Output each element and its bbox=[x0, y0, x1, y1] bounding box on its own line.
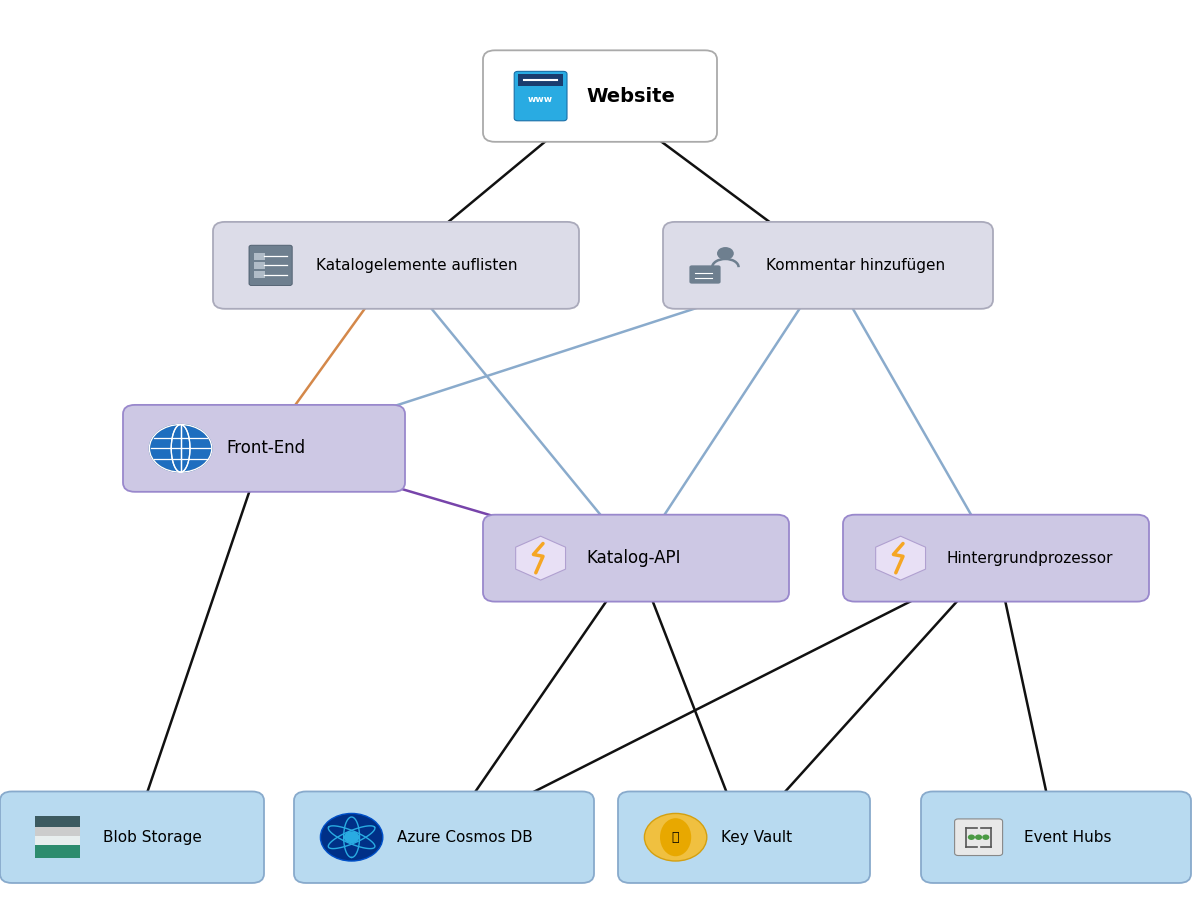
Bar bbox=[35, 827, 80, 836]
Circle shape bbox=[343, 831, 360, 844]
FancyBboxPatch shape bbox=[689, 265, 720, 284]
Circle shape bbox=[644, 813, 707, 861]
Text: Front-End: Front-End bbox=[226, 439, 305, 458]
Text: Blob Storage: Blob Storage bbox=[103, 830, 202, 845]
Text: Katalog-API: Katalog-API bbox=[587, 549, 680, 567]
Bar bbox=[35, 836, 80, 845]
Polygon shape bbox=[516, 536, 565, 580]
FancyBboxPatch shape bbox=[124, 404, 406, 492]
Ellipse shape bbox=[660, 818, 691, 856]
FancyBboxPatch shape bbox=[842, 514, 1150, 602]
Circle shape bbox=[982, 834, 989, 840]
Bar bbox=[254, 253, 264, 260]
FancyBboxPatch shape bbox=[250, 245, 293, 285]
Bar bbox=[35, 845, 80, 858]
Text: 🔑: 🔑 bbox=[672, 831, 679, 844]
Circle shape bbox=[320, 813, 383, 861]
Circle shape bbox=[967, 834, 974, 840]
Text: Katalogelemente auflisten: Katalogelemente auflisten bbox=[317, 258, 517, 273]
Text: Event Hubs: Event Hubs bbox=[1024, 830, 1111, 845]
FancyBboxPatch shape bbox=[214, 222, 580, 309]
Bar bbox=[254, 262, 264, 269]
FancyBboxPatch shape bbox=[514, 71, 566, 121]
Text: Azure Cosmos DB: Azure Cosmos DB bbox=[397, 830, 533, 845]
FancyBboxPatch shape bbox=[0, 791, 264, 883]
Bar bbox=[518, 74, 564, 86]
FancyBboxPatch shape bbox=[955, 819, 1003, 856]
FancyBboxPatch shape bbox=[662, 222, 994, 309]
Text: Kommentar hinzufügen: Kommentar hinzufügen bbox=[766, 258, 946, 273]
Text: Website: Website bbox=[586, 87, 676, 105]
FancyBboxPatch shape bbox=[484, 514, 790, 602]
Polygon shape bbox=[876, 536, 925, 580]
FancyBboxPatch shape bbox=[618, 791, 870, 883]
Text: www: www bbox=[528, 95, 553, 104]
FancyBboxPatch shape bbox=[922, 791, 1190, 883]
Text: Hintergrundprozessor: Hintergrundprozessor bbox=[946, 551, 1112, 565]
Circle shape bbox=[150, 425, 211, 472]
Bar bbox=[35, 816, 80, 827]
FancyBboxPatch shape bbox=[294, 791, 594, 883]
Circle shape bbox=[974, 834, 983, 840]
Bar bbox=[254, 271, 264, 278]
Circle shape bbox=[718, 247, 734, 260]
Text: Key Vault: Key Vault bbox=[721, 830, 792, 845]
FancyBboxPatch shape bbox=[482, 50, 716, 142]
